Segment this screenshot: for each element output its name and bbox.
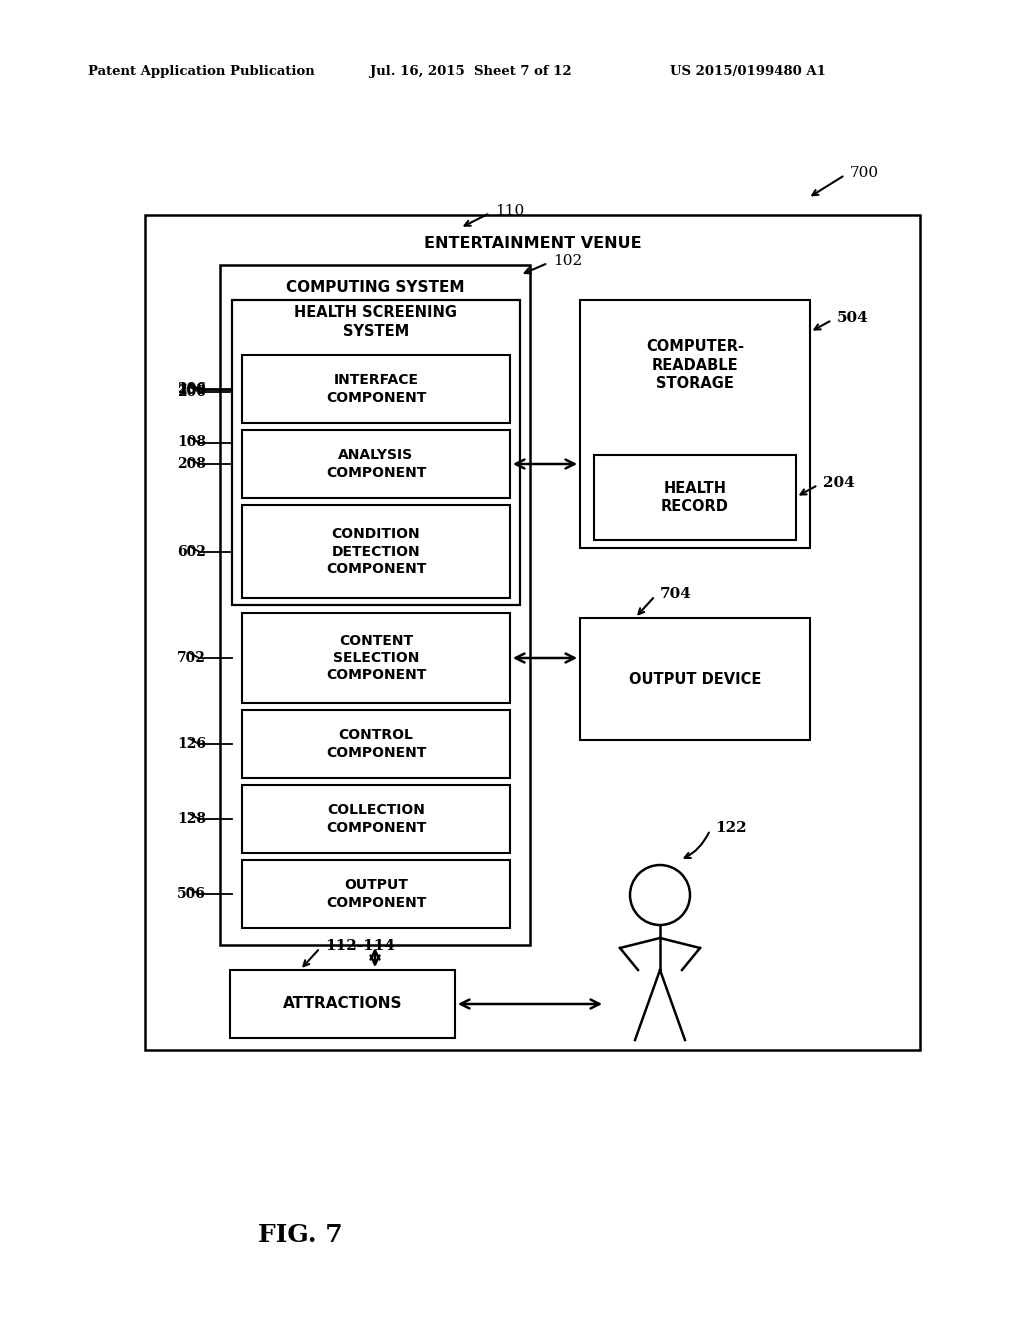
Text: 206: 206 bbox=[177, 385, 206, 399]
Text: ATTRACTIONS: ATTRACTIONS bbox=[283, 997, 402, 1011]
Text: CONDITION
DETECTION
COMPONENT: CONDITION DETECTION COMPONENT bbox=[326, 527, 426, 576]
Text: 700: 700 bbox=[850, 166, 880, 180]
Text: 504: 504 bbox=[837, 312, 868, 325]
Text: Jul. 16, 2015  Sheet 7 of 12: Jul. 16, 2015 Sheet 7 of 12 bbox=[370, 66, 571, 78]
Bar bbox=[580, 300, 810, 548]
Bar bbox=[242, 861, 510, 928]
Text: FIG. 7: FIG. 7 bbox=[258, 1224, 342, 1247]
Text: US 2015/0199480 A1: US 2015/0199480 A1 bbox=[670, 66, 826, 78]
Bar bbox=[232, 300, 520, 605]
Text: 128: 128 bbox=[177, 812, 206, 826]
Text: 112-114: 112-114 bbox=[325, 939, 395, 953]
Text: CONTROL
COMPONENT: CONTROL COMPONENT bbox=[326, 729, 426, 759]
Text: 702: 702 bbox=[177, 651, 206, 665]
Text: COMPUTING SYSTEM: COMPUTING SYSTEM bbox=[286, 280, 464, 294]
Text: INTERFACE
COMPONENT: INTERFACE COMPONENT bbox=[326, 374, 426, 405]
Text: CONTENT
SELECTION
COMPONENT: CONTENT SELECTION COMPONENT bbox=[326, 634, 426, 682]
Text: 204: 204 bbox=[823, 477, 855, 490]
Text: ENTERTAINMENT VENUE: ENTERTAINMENT VENUE bbox=[424, 235, 641, 251]
Text: Patent Application Publication: Patent Application Publication bbox=[88, 66, 314, 78]
Ellipse shape bbox=[630, 865, 690, 925]
Text: 208: 208 bbox=[177, 457, 206, 471]
Bar bbox=[230, 970, 455, 1038]
Text: 602: 602 bbox=[177, 544, 206, 558]
Bar bbox=[242, 785, 510, 853]
Bar bbox=[242, 355, 510, 422]
Text: 126: 126 bbox=[177, 737, 206, 751]
Text: 704: 704 bbox=[660, 587, 692, 601]
Bar bbox=[580, 618, 810, 741]
Text: 102: 102 bbox=[553, 253, 583, 268]
Text: 110: 110 bbox=[495, 205, 524, 218]
Bar bbox=[242, 612, 510, 704]
Bar bbox=[242, 710, 510, 777]
Text: 108: 108 bbox=[177, 436, 206, 450]
Text: COMPUTER-
READABLE
STORAGE: COMPUTER- READABLE STORAGE bbox=[646, 339, 744, 391]
Text: OUTPUT
COMPONENT: OUTPUT COMPONENT bbox=[326, 878, 426, 909]
Text: OUTPUT DEVICE: OUTPUT DEVICE bbox=[629, 672, 761, 686]
Text: 108: 108 bbox=[177, 383, 206, 397]
Text: HEALTH SCREENING
SYSTEM: HEALTH SCREENING SYSTEM bbox=[295, 305, 458, 339]
Text: ANALYSIS
COMPONENT: ANALYSIS COMPONENT bbox=[326, 449, 426, 479]
Bar bbox=[220, 265, 530, 945]
Text: 206: 206 bbox=[177, 381, 206, 396]
Bar bbox=[145, 215, 920, 1049]
Text: COLLECTION
COMPONENT: COLLECTION COMPONENT bbox=[326, 804, 426, 834]
Bar bbox=[594, 455, 796, 540]
Bar bbox=[242, 430, 510, 498]
Text: 122: 122 bbox=[715, 821, 746, 836]
Text: HEALTH
RECORD: HEALTH RECORD bbox=[662, 480, 729, 515]
Text: 506: 506 bbox=[177, 887, 206, 902]
Bar bbox=[242, 506, 510, 598]
